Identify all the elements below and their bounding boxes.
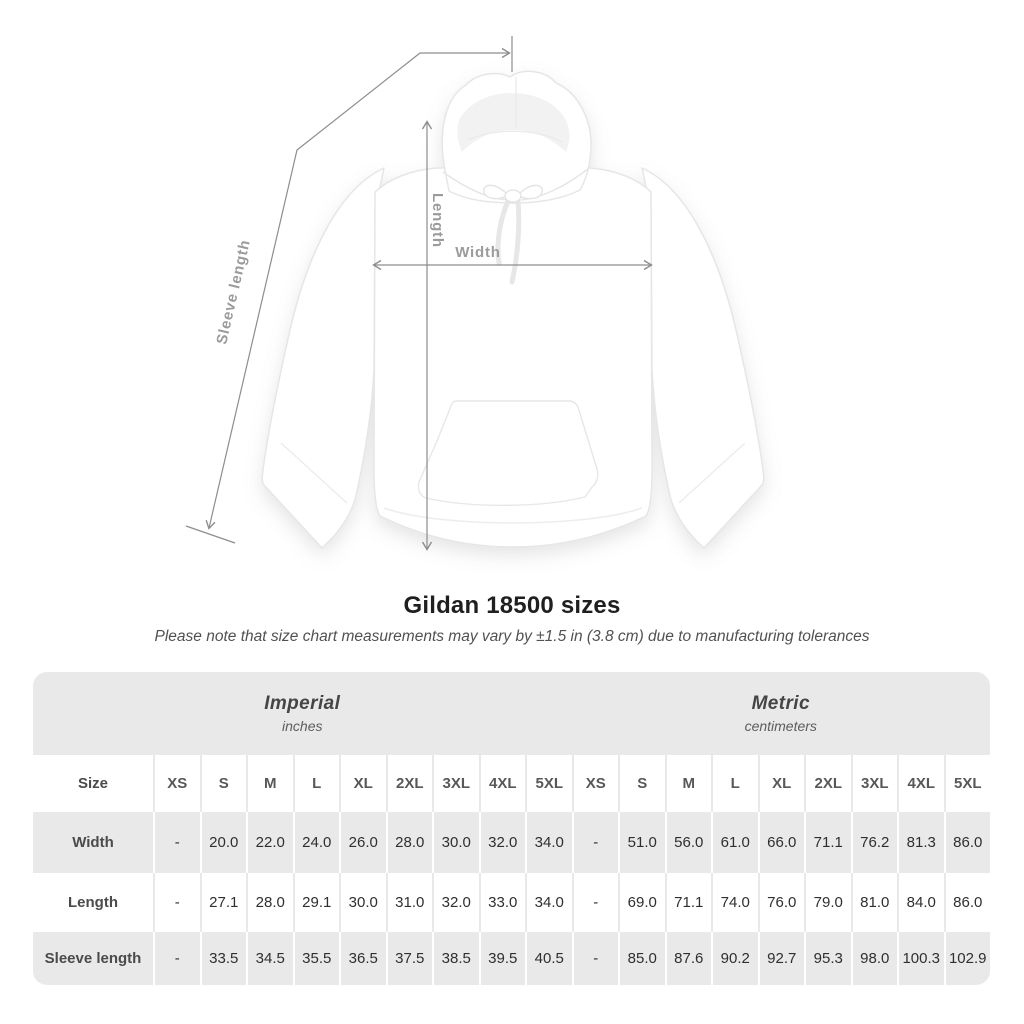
value-sleeve-length-3xl-imperial: 38.5 [432, 932, 479, 985]
unit-group-header-metric: Metric centimeters [571, 672, 990, 755]
value-length-xl-metric: 76.0 [757, 873, 804, 932]
column-header-xs-metric: XS [571, 755, 618, 812]
tolerance-note: Please note that size chart measurements… [154, 628, 870, 645]
hood-right-front-edge [520, 167, 590, 201]
column-header-xl-metric: XL [757, 755, 804, 812]
value-length-s-metric: 69.0 [618, 873, 665, 932]
value-width-2xl-metric: 71.1 [804, 812, 851, 873]
column-header-5xl-metric: 5XL [943, 755, 990, 812]
value-width-s-imperial: 20.0 [199, 812, 246, 873]
length-label: Length [429, 193, 446, 248]
value-sleeve-length-m-metric: 87.6 [664, 932, 711, 985]
value-width-2xl-imperial: 28.0 [385, 812, 432, 873]
value-sleeve-length-xs-imperial: - [153, 932, 200, 985]
value-width-4xl-metric: 81.3 [897, 812, 944, 873]
value-sleeve-length-s-imperial: 33.5 [199, 932, 246, 985]
heading-block: Gildan 18500 sizes Please note that size… [0, 592, 1024, 646]
size-table: Imperial inches Metric centimeters Size XS S M L… [33, 672, 990, 985]
value-length-m-metric: 71.1 [664, 873, 711, 932]
value-width-xs-metric: - [571, 812, 618, 873]
column-header-3xl-imperial: 3XL [432, 755, 479, 812]
column-header-4xl-metric: 4XL [897, 755, 944, 812]
column-header-5xl-imperial: 5XL [525, 755, 572, 812]
value-length-3xl-metric: 81.0 [850, 873, 897, 932]
value-sleeve-length-xl-imperial: 36.5 [339, 932, 386, 985]
value-sleeve-length-2xl-metric: 95.3 [804, 932, 851, 985]
row-header-sleeve-length: Sleeve length [33, 932, 153, 985]
value-width-5xl-metric: 86.0 [943, 812, 990, 873]
value-sleeve-length-xl-metric: 92.7 [757, 932, 804, 985]
column-header-size: Size [33, 755, 153, 812]
sleeve-length-bottom-tick [185, 525, 236, 544]
value-length-l-imperial: 29.1 [292, 873, 339, 932]
value-width-4xl-imperial: 32.0 [478, 812, 525, 873]
column-header-3xl-metric: 3XL [850, 755, 897, 812]
column-header-xs-imperial: XS [153, 755, 200, 812]
row-header-width: Width [33, 812, 153, 873]
value-sleeve-length-l-imperial: 35.5 [292, 932, 339, 985]
value-width-xs-imperial: - [153, 812, 200, 873]
hoodie-right-sleeve [641, 167, 765, 549]
column-header-s-imperial: S [199, 755, 246, 812]
unit-group-unit: inches [282, 718, 323, 734]
value-length-2xl-metric: 79.0 [804, 873, 851, 932]
value-length-s-imperial: 27.1 [199, 873, 246, 932]
value-sleeve-length-s-metric: 85.0 [618, 932, 665, 985]
value-width-3xl-imperial: 30.0 [432, 812, 479, 873]
column-header-m-metric: M [664, 755, 711, 812]
unit-group-title: Metric [751, 693, 810, 714]
row-header-length: Length [33, 873, 153, 932]
value-length-2xl-imperial: 31.0 [385, 873, 432, 932]
value-sleeve-length-l-metric: 90.2 [711, 932, 758, 985]
hoodie-left-sleeve [261, 167, 385, 549]
value-length-5xl-metric: 86.0 [943, 873, 990, 932]
value-width-m-imperial: 22.0 [246, 812, 293, 873]
measurement-lines [185, 36, 653, 551]
value-length-xl-imperial: 30.0 [339, 873, 386, 932]
value-width-3xl-metric: 76.2 [850, 812, 897, 873]
value-length-4xl-metric: 84.0 [897, 873, 944, 932]
width-label: Width [455, 244, 501, 261]
hoodie-right-cuff-seam [678, 442, 746, 504]
value-width-l-metric: 61.0 [711, 812, 758, 873]
value-sleeve-length-5xl-imperial: 40.5 [525, 932, 572, 985]
unit-group-header-imperial: Imperial inches [33, 672, 572, 755]
value-length-xs-imperial: - [153, 873, 200, 932]
value-sleeve-length-4xl-imperial: 39.5 [478, 932, 525, 985]
value-length-l-metric: 74.0 [711, 873, 758, 932]
sleeve-length-line [205, 47, 511, 530]
page-title: Gildan 18500 sizes [403, 592, 621, 619]
column-header-4xl-imperial: 4XL [478, 755, 525, 812]
value-width-5xl-imperial: 34.0 [525, 812, 572, 873]
value-sleeve-length-3xl-metric: 98.0 [850, 932, 897, 985]
value-width-l-imperial: 24.0 [292, 812, 339, 873]
column-header-2xl-metric: 2XL [804, 755, 851, 812]
value-sleeve-length-2xl-imperial: 37.5 [385, 932, 432, 985]
unit-group-unit: centimeters [744, 718, 817, 734]
value-sleeve-length-5xl-metric: 102.9 [943, 932, 990, 985]
column-header-xl-imperial: XL [339, 755, 386, 812]
hoodie-illustration [261, 70, 765, 549]
column-header-m-imperial: M [246, 755, 293, 812]
value-width-m-metric: 56.0 [664, 812, 711, 873]
value-length-5xl-imperial: 34.0 [525, 873, 572, 932]
value-length-3xl-imperial: 32.0 [432, 873, 479, 932]
value-sleeve-length-m-imperial: 34.5 [246, 932, 293, 985]
unit-group-title: Imperial [264, 693, 341, 714]
column-header-s-metric: S [618, 755, 665, 812]
column-header-l-metric: L [711, 755, 758, 812]
value-length-4xl-imperial: 33.0 [478, 873, 525, 932]
value-sleeve-length-xs-metric: - [571, 932, 618, 985]
column-header-l-imperial: L [292, 755, 339, 812]
sleeve-length-label: Sleeve length [213, 238, 254, 346]
value-length-xs-metric: - [571, 873, 618, 932]
hoodie-measurement-diagram: Width Length Sleeve length [185, 36, 765, 551]
value-length-m-imperial: 28.0 [246, 873, 293, 932]
value-width-xl-imperial: 26.0 [339, 812, 386, 873]
value-width-s-metric: 51.0 [618, 812, 665, 873]
column-header-2xl-imperial: 2XL [385, 755, 432, 812]
value-sleeve-length-4xl-metric: 100.3 [897, 932, 944, 985]
value-width-xl-metric: 66.0 [757, 812, 804, 873]
